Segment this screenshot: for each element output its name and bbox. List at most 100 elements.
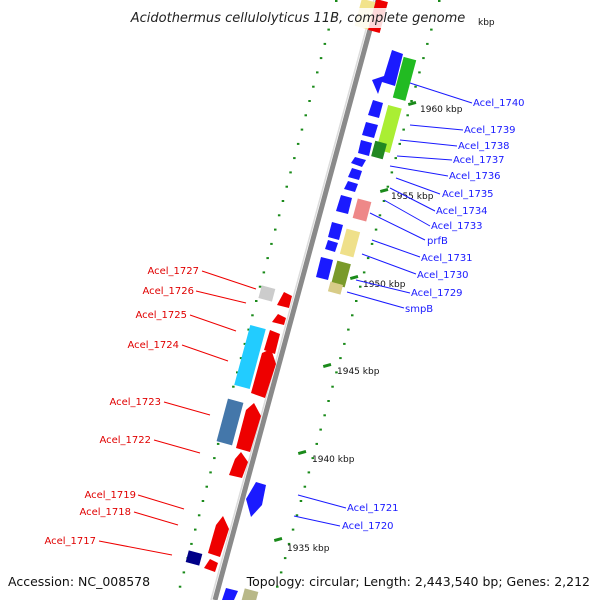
gene-arrow[interactable] — [316, 257, 333, 280]
track-dot — [327, 400, 330, 402]
tick-label: 1945 kbp — [337, 367, 380, 377]
gene-label[interactable]: Acel_1738 — [458, 141, 510, 152]
gene-block[interactable] — [258, 285, 276, 302]
gene-arrow[interactable] — [348, 168, 362, 180]
gene-label[interactable]: Acel_1723 — [109, 397, 161, 408]
tick-label: 1935 kbp — [287, 544, 330, 554]
gene-label[interactable]: Acel_1726 — [142, 286, 194, 297]
gene-block[interactable] — [241, 588, 259, 600]
track-dot — [418, 71, 421, 74]
tick-label: kbp — [478, 18, 495, 28]
gene-label[interactable]: Acel_1731 — [421, 253, 473, 264]
track-dot — [366, 257, 370, 260]
gene-label[interactable]: Acel_1717 — [44, 536, 96, 547]
track-dot — [255, 300, 258, 302]
track-dot — [274, 228, 277, 231]
track-dot — [277, 214, 281, 217]
gene-arrow[interactable] — [351, 157, 366, 167]
gene-label[interactable]: Acel_1739 — [464, 125, 516, 136]
track-dot — [426, 42, 429, 45]
track-dot — [323, 414, 326, 417]
track-dot — [213, 457, 216, 460]
track-dot — [251, 314, 254, 317]
gene-block[interactable] — [352, 198, 372, 222]
track-dot — [343, 342, 346, 345]
gene-label[interactable]: Acel_1724 — [127, 340, 179, 351]
tick-mark — [322, 362, 332, 368]
track-dot — [296, 142, 300, 145]
right-gene-labels: Acel_1740 Acel_1739 Acel_1738 Acel_1737 … — [342, 98, 525, 532]
track-dot — [303, 485, 307, 488]
tick-mark — [349, 274, 359, 280]
accession-text: Accession: NC_008578 — [8, 574, 150, 589]
gene-arrow[interactable] — [229, 452, 248, 478]
gene-label[interactable]: Acel_1737 — [453, 155, 505, 166]
gene-label[interactable]: Acel_1729 — [411, 288, 463, 299]
gene-block[interactable] — [327, 281, 344, 295]
gene-block[interactable] — [234, 324, 266, 390]
gene-arrow[interactable] — [325, 240, 338, 252]
track-dot — [209, 471, 212, 474]
track-dot — [410, 100, 413, 102]
track-dot — [312, 85, 315, 88]
gene-block[interactable] — [216, 398, 244, 446]
gene-label[interactable]: smpB — [405, 304, 433, 315]
gene-arrow[interactable] — [336, 195, 352, 214]
track-dot — [190, 542, 193, 545]
track-dot — [382, 200, 386, 202]
track-dot — [339, 357, 342, 360]
gene-block[interactable] — [331, 260, 351, 288]
right-leader-lines — [293, 82, 473, 527]
gene-label[interactable]: Acel_1720 — [342, 521, 394, 532]
tick-label: 1955 kbp — [391, 192, 434, 202]
track-dot — [323, 42, 327, 45]
gene-arrow[interactable] — [368, 100, 383, 118]
gene-label[interactable]: Acel_1735 — [442, 189, 494, 200]
gene-block[interactable] — [185, 550, 203, 566]
gene-arrow[interactable] — [204, 559, 218, 572]
gene-arrow[interactable] — [246, 482, 266, 517]
track-dot — [289, 171, 292, 174]
gene-label[interactable]: Acel_1727 — [147, 266, 199, 277]
track-dot — [327, 28, 330, 31]
gene-label[interactable]: prfB — [427, 236, 448, 247]
gene-arrow[interactable] — [222, 588, 238, 600]
gene-label[interactable]: Acel_1734 — [436, 206, 488, 217]
gene-arrow[interactable] — [272, 314, 286, 325]
track-dot — [178, 585, 182, 588]
track-dot — [300, 128, 304, 131]
gene-label[interactable]: Acel_1721 — [347, 503, 399, 514]
gene-block[interactable] — [371, 140, 387, 160]
track-dot — [201, 500, 205, 502]
gene-arrow[interactable] — [358, 140, 372, 156]
gene-arrow[interactable] — [277, 292, 292, 308]
gene-arrow[interactable] — [236, 403, 261, 452]
gene-arrow[interactable] — [251, 349, 276, 398]
track-dot — [430, 28, 433, 31]
gene-label[interactable]: Acel_1718 — [79, 507, 131, 518]
genome-backbone-highlight — [210, 0, 375, 600]
track-dot — [287, 542, 291, 545]
gene-label[interactable]: Acel_1722 — [99, 435, 151, 446]
gene-block[interactable] — [392, 56, 417, 101]
gene-arrow[interactable] — [344, 181, 358, 192]
gene-label[interactable]: Acel_1733 — [431, 221, 483, 232]
gene-arrow[interactable] — [362, 122, 378, 138]
gene-label[interactable]: Acel_1725 — [135, 310, 187, 321]
gene-label[interactable]: Acel_1740 — [473, 98, 525, 109]
track-dot — [414, 85, 417, 88]
gene-label[interactable]: Acel_1736 — [449, 171, 501, 182]
gene-block[interactable] — [376, 104, 402, 154]
gene-label[interactable]: Acel_1719 — [84, 490, 136, 501]
gene-label[interactable]: Acel_1730 — [417, 270, 469, 281]
gene-arrow[interactable] — [208, 516, 229, 557]
gene-arrow[interactable] — [264, 330, 280, 354]
track-dot — [319, 57, 323, 60]
genome-backbone — [212, 0, 381, 600]
gene-arrow[interactable] — [328, 222, 343, 240]
gene-arrow[interactable] — [372, 50, 403, 94]
left-gene-labels: Acel_1727 Acel_1726 Acel_1725 Acel_1724 … — [44, 266, 199, 547]
gene-block[interactable] — [339, 228, 361, 258]
